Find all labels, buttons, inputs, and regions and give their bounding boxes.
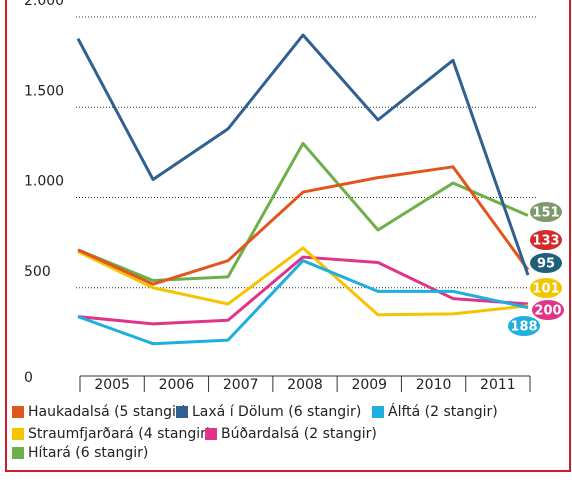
x-tick-label: 2005	[94, 377, 130, 393]
legend-label: Straumfjarðará (4 stangir)	[28, 426, 211, 442]
badge-bg	[528, 251, 564, 275]
x-tick-label: 2010	[416, 377, 452, 393]
legend-label: Haukadalsá (5 stangir)	[28, 404, 187, 420]
x-tick-label: 2006	[159, 377, 195, 393]
frame	[5, 0, 571, 472]
badge: 95	[537, 257, 555, 272]
x-tick-label: 2008	[287, 377, 323, 393]
legend-label: Laxá í Dölum (6 stangir)	[192, 404, 361, 420]
legend-swatch	[12, 406, 24, 418]
legend-swatch	[12, 428, 24, 440]
legend-label: Búðardalsá (2 stangir)	[221, 426, 377, 442]
badge: 133	[532, 234, 559, 249]
y-tick-label: 500	[24, 264, 51, 280]
y-tick-label: 0	[24, 370, 33, 386]
x-tick-label: 2007	[223, 377, 259, 393]
legend-swatch	[205, 428, 217, 440]
legend-label: Hítará (6 stangir)	[28, 445, 148, 461]
legend-label: Álftá (2 stangir)	[388, 403, 498, 420]
series-line	[77, 255, 529, 326]
series-line	[77, 165, 530, 286]
y-tick-label: 2.000	[24, 0, 64, 9]
legend-swatch	[372, 406, 384, 418]
badge-bg	[528, 200, 564, 224]
series-line	[77, 141, 529, 283]
x-tick-label: 2009	[351, 377, 387, 393]
legend-swatch	[12, 447, 24, 459]
series-line	[77, 246, 529, 317]
badge-bg	[506, 314, 542, 338]
badge-bg	[530, 298, 566, 322]
badge: 200	[534, 304, 561, 319]
x-tick-label: 2011	[480, 377, 516, 393]
badge: 188	[510, 320, 537, 335]
badge: 151	[532, 206, 559, 221]
legend-swatch	[176, 406, 188, 418]
badge: 101	[532, 282, 559, 297]
y-tick-label: 1.500	[24, 83, 64, 99]
series-line	[76, 33, 530, 276]
series-line	[77, 259, 529, 346]
y-tick-label: 1.000	[24, 174, 64, 190]
